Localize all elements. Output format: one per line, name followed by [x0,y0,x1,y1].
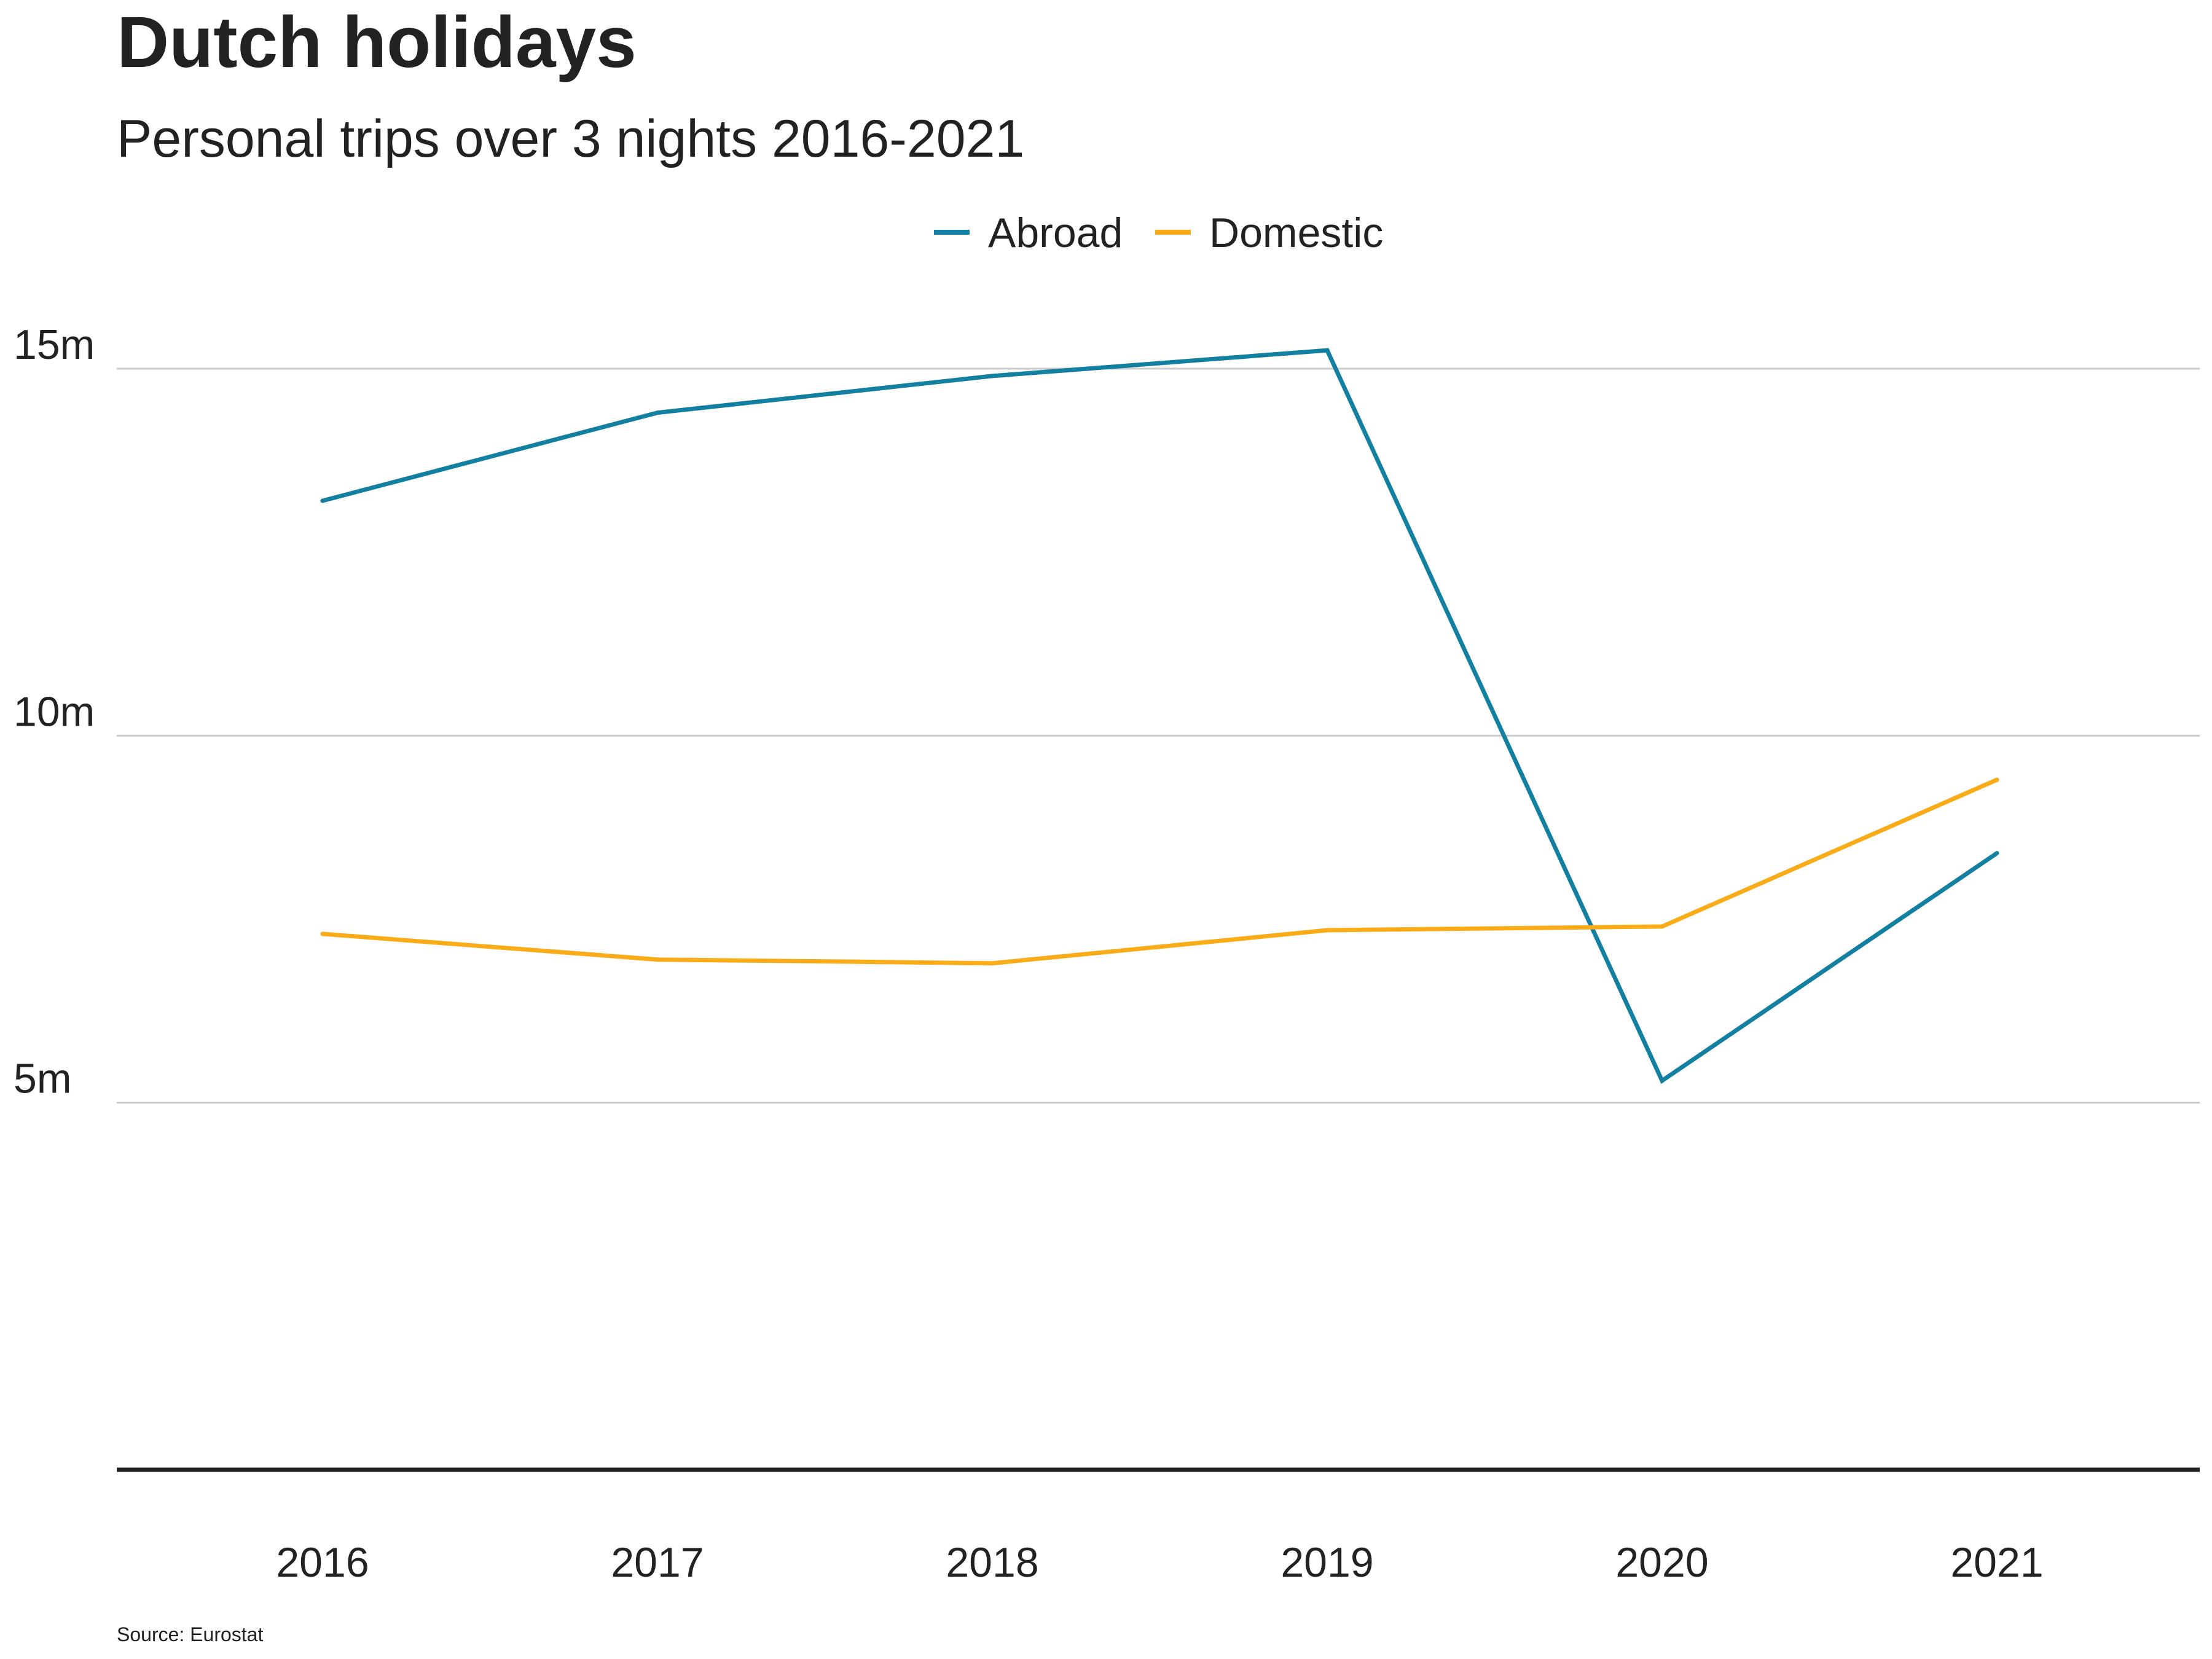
chart-subtitle: Personal trips over 3 nights 2016-2021 [117,109,1025,168]
series-line-abroad [322,348,1998,1084]
data-point-domestic [1660,924,1665,929]
data-point-domestic [1325,928,1330,933]
x-tick-label: 2019 [1281,1539,1373,1586]
y-tick-label: 10m [14,688,95,735]
grid-lines [117,367,2200,1104]
x-tick-label: 2017 [611,1539,704,1586]
data-point-abroad [1325,348,1330,353]
x-tick-label: 2021 [1950,1539,2043,1586]
x-tick-label: 2018 [946,1539,1038,1586]
data-point-domestic [655,957,660,962]
data-point-domestic [320,931,325,936]
legend-label-abroad: Abroad [988,210,1123,256]
data-point-abroad [1994,851,1999,855]
chart-source: Source: Eurostat [117,1623,264,1645]
y-tick-label: 5m [14,1056,71,1102]
y-tick-label: 15m [14,321,95,368]
chart-legend: Abroad Domestic [934,210,1383,256]
data-point-domestic [990,961,995,966]
x-axis-ticks: 2016 2017 2018 2019 2020 2021 [276,1539,2043,1586]
data-point-domestic [1994,777,1999,782]
x-tick-label: 2016 [276,1539,369,1586]
data-point-abroad [1660,1078,1665,1083]
data-point-abroad [655,410,660,415]
y-axis-ticks: 5m 10m 15m [14,321,95,1102]
data-point-abroad [990,374,995,378]
legend-label-domestic: Domestic [1209,210,1383,256]
data-point-abroad [320,498,325,503]
series-line-domestic [322,777,1998,966]
chart-title: Dutch holidays [117,2,637,83]
series-lines [320,348,1999,1084]
x-tick-label: 2020 [1615,1539,1708,1586]
